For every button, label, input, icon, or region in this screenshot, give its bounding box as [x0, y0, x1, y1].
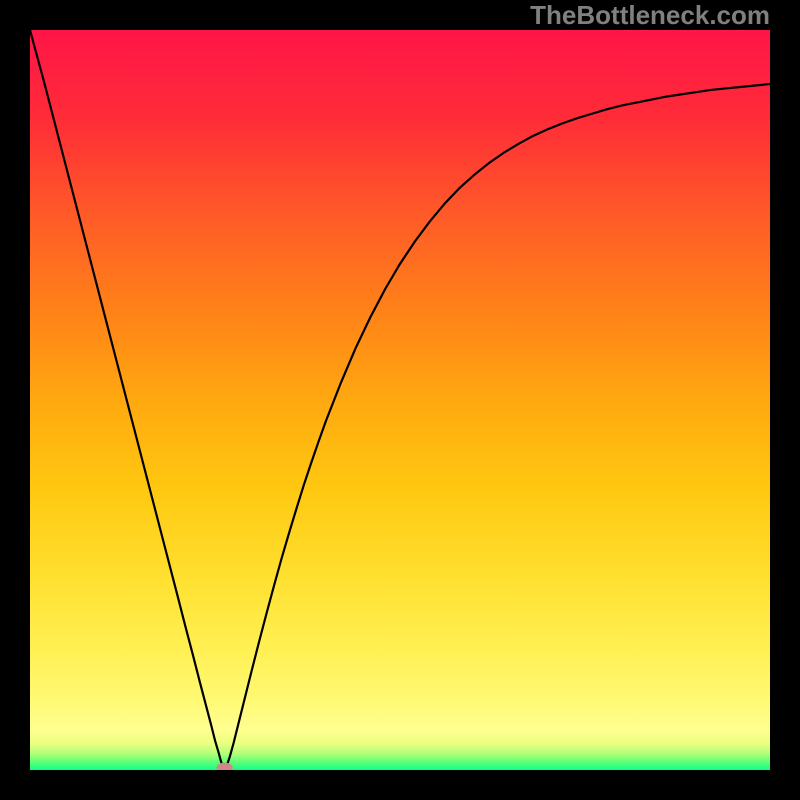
chart-container: TheBottleneck.com — [0, 0, 800, 800]
chart-svg — [30, 30, 770, 770]
plot-area — [30, 30, 770, 770]
gradient-background — [30, 30, 770, 770]
watermark-text: TheBottleneck.com — [530, 0, 770, 31]
